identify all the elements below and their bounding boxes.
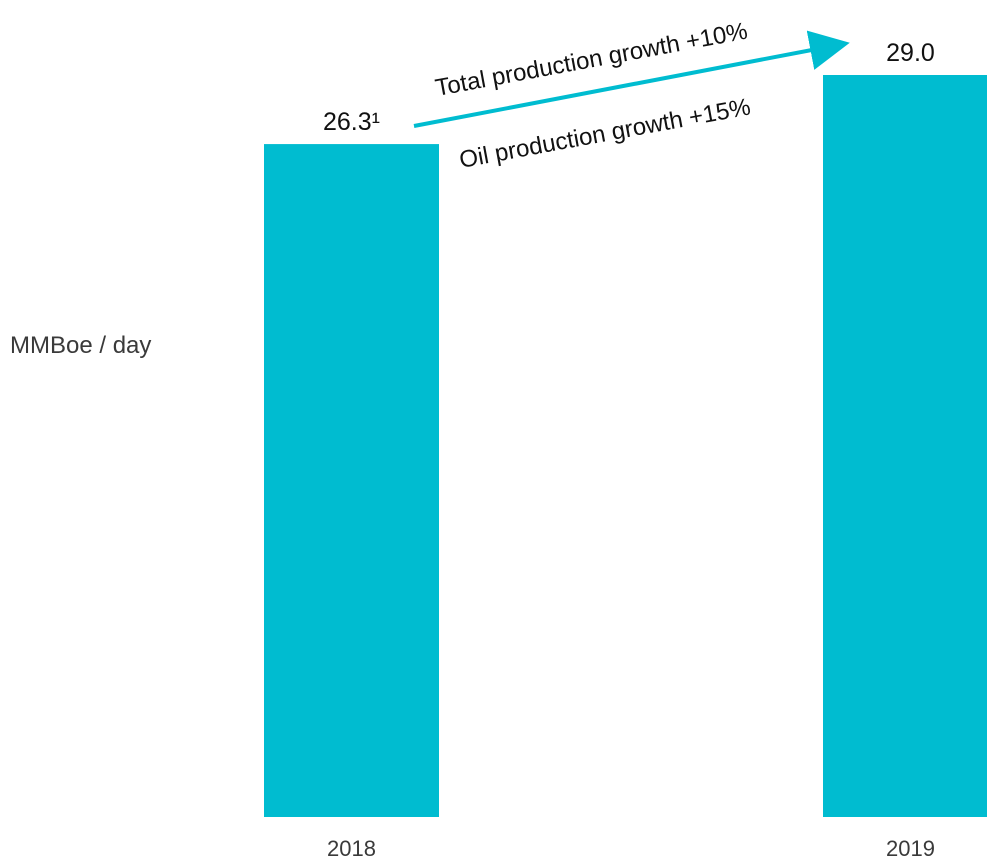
x-tick-label-2018: 2018 xyxy=(327,836,376,860)
data-label-2019: 29.0 xyxy=(886,39,935,67)
bars-group xyxy=(264,75,987,817)
x-tick-labels-group: 2018 2019 xyxy=(327,836,935,860)
data-labels-group: 26.3¹ 29.0 xyxy=(323,39,935,136)
bar-2018 xyxy=(264,144,439,817)
x-tick-label-2019: 2019 xyxy=(886,836,935,860)
growth-arrow xyxy=(413,30,850,128)
data-label-2018: 26.3¹ xyxy=(323,108,380,136)
total-growth-annotation: Total production growth +10% xyxy=(433,18,749,102)
bar-2019 xyxy=(823,75,987,817)
y-axis-label: MMBoe / day xyxy=(10,332,151,359)
oil-growth-annotation: Oil production growth +15% xyxy=(457,94,752,174)
